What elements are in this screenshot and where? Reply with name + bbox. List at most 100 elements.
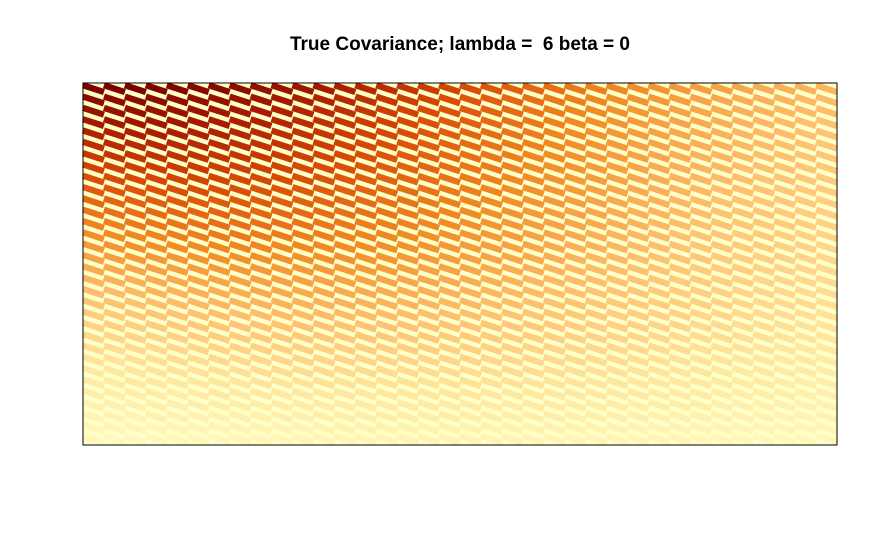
heatmap-cell (710, 421, 734, 435)
heatmap-cell (144, 206, 168, 220)
heatmap-cell (438, 376, 461, 390)
heatmap-cell (647, 104, 671, 118)
heatmap-cell (479, 104, 503, 118)
heatmap-cell (459, 274, 482, 288)
heatmap-cell (459, 138, 482, 152)
heatmap-cell (354, 82, 378, 96)
heatmap-cell (123, 365, 147, 378)
heatmap-cell (438, 127, 461, 141)
heatmap-cell (563, 432, 587, 446)
heatmap-cell (752, 218, 776, 231)
heatmap-cell (228, 353, 252, 367)
heatmap-cell (710, 376, 734, 390)
heatmap-cell (123, 127, 147, 141)
heatmap-cell (207, 218, 231, 231)
heatmap-cell (333, 274, 357, 288)
heatmap-cell (312, 150, 336, 163)
heatmap-cell (731, 399, 755, 412)
heatmap-cell (438, 308, 461, 322)
heatmap-cell (668, 195, 692, 209)
heatmap-cell (417, 251, 441, 265)
heatmap-cell (291, 387, 315, 401)
heatmap-cell (375, 399, 399, 412)
heatmap-cell (521, 432, 545, 446)
heatmap-cell (542, 127, 566, 141)
heatmap-cell (500, 206, 524, 220)
heatmap-cell (815, 218, 838, 231)
heatmap-cell (815, 116, 838, 129)
heatmap-cell (438, 342, 461, 356)
heatmap-cell (438, 421, 461, 435)
heatmap-cell (207, 274, 231, 288)
heatmap-cell (228, 218, 252, 231)
heatmap-cell (479, 195, 503, 209)
heatmap-cell (605, 263, 629, 277)
heatmap-cell (123, 150, 147, 163)
heatmap-cell (228, 172, 252, 186)
heatmap-cell (312, 353, 336, 367)
heatmap-cell (270, 150, 294, 163)
heatmap-cell (731, 206, 755, 220)
heatmap-cell (417, 240, 441, 254)
heatmap-cell (228, 93, 252, 107)
heatmap-cell (521, 251, 545, 265)
heatmap-cell (815, 421, 838, 435)
heatmap-cell (186, 353, 210, 367)
heatmap-cell (479, 365, 503, 378)
heatmap-cell (647, 184, 671, 197)
heatmap-cell (228, 251, 252, 265)
heatmap-cell (626, 206, 650, 220)
heatmap-cell (249, 127, 273, 141)
heatmap-cell (123, 376, 147, 390)
heatmap-cell (584, 240, 608, 254)
heatmap-cell (186, 229, 210, 243)
heatmap-cell (228, 297, 252, 310)
heatmap-cell (123, 82, 147, 96)
heatmap-cell (479, 387, 503, 401)
heatmap-cell (186, 285, 210, 299)
heatmap-cell (123, 218, 147, 231)
heatmap-cell (186, 93, 210, 107)
heatmap-cell (207, 240, 231, 254)
heatmap-cell (102, 399, 126, 412)
heatmap-cell (165, 161, 189, 175)
heatmap-cell (207, 82, 231, 96)
heatmap-cell (773, 82, 797, 96)
heatmap-cell (815, 229, 838, 243)
heatmap-cell (396, 240, 420, 254)
heatmap-cell (270, 195, 294, 209)
heatmap-cell (668, 251, 692, 265)
heatmap-cell (291, 240, 315, 254)
heatmap-cell (207, 251, 231, 265)
heatmap-cell (396, 82, 420, 96)
heatmap-cell (144, 387, 168, 401)
heatmap-cell (626, 399, 650, 412)
heatmap-cell (605, 342, 629, 356)
heatmap-cell (584, 274, 608, 288)
heatmap-cell (207, 432, 231, 446)
heatmap-cell (354, 319, 378, 333)
heatmap-cell (249, 184, 273, 197)
heatmap-cell (354, 308, 378, 322)
heatmap-cell (207, 399, 231, 412)
heatmap-cell (752, 331, 776, 344)
heatmap-cell (438, 206, 461, 220)
heatmap-cell (668, 331, 692, 344)
heatmap-cell (584, 229, 608, 243)
heatmap-cell (354, 206, 378, 220)
heatmap-cell (438, 229, 461, 243)
heatmap-cell (500, 387, 524, 401)
heatmap-cell (459, 387, 482, 401)
heatmap-cell (815, 240, 838, 254)
heatmap-cell (102, 421, 126, 435)
heatmap-cell (710, 195, 734, 209)
heatmap-cell (689, 319, 713, 333)
heatmap-cell (584, 195, 608, 209)
heatmap-cell (354, 263, 378, 277)
heatmap-cell (82, 263, 105, 277)
heatmap-cell (186, 365, 210, 378)
heatmap-cell (626, 93, 650, 107)
heatmap-cell (794, 206, 818, 220)
heatmap-cell (542, 251, 566, 265)
heatmap-cell (249, 172, 273, 186)
